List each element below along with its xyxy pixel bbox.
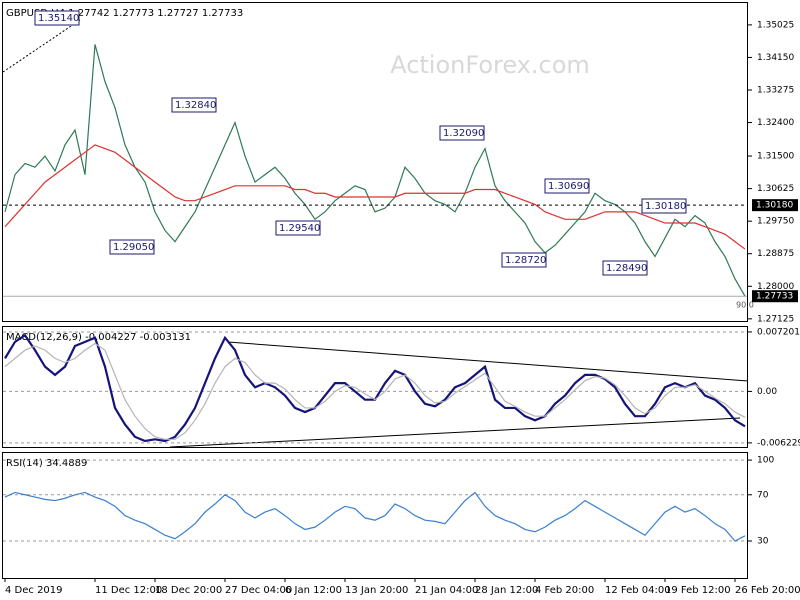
annotation-box (501, 252, 547, 268)
y-tick-label: 1.32400 (757, 118, 794, 128)
x-tick-label: 19 Feb 12:00 (665, 585, 731, 596)
y-tick-label: 1.28875 (757, 249, 794, 259)
annotation-box (34, 10, 80, 26)
annotation-box (544, 178, 590, 194)
macd-pane (2, 326, 748, 448)
x-tick-label: 4 Dec 2019 (5, 585, 63, 596)
series-line (4, 44, 746, 297)
level-box (752, 199, 798, 212)
annotation-label: 1.30180 (645, 201, 686, 212)
y-tick-label: 1.31500 (757, 152, 794, 162)
trend-line (2, 19, 81, 73)
annotation-label: 1.32090 (443, 128, 484, 139)
x-tick-label: 27 Dec 04:00 (225, 585, 292, 596)
y-tick-label: 1.35025 (757, 20, 794, 30)
annotation-label: 1.28720 (505, 255, 546, 266)
x-tick-label: 13 Jan 20:00 (345, 585, 408, 596)
x-tick-label: 21 Jan 04:00 (415, 585, 478, 596)
x-tick-label: 26 Feb 20:00 (735, 585, 800, 596)
level-label: 1.30180 (756, 201, 793, 211)
annotation-box (602, 260, 648, 276)
y-tick-label: 1.34150 (757, 53, 794, 63)
annotation-box (641, 198, 687, 214)
annotation-box (109, 239, 155, 255)
annotation-label: 1.29540 (279, 223, 320, 234)
x-tick-label: 11 Dec 12:00 (95, 585, 162, 596)
annotation-box (275, 220, 321, 236)
series-line (4, 491, 746, 542)
y-tick-label: 1.27125 (757, 314, 794, 324)
last-price-label: 1.27733 (756, 292, 793, 302)
y-tick-label: 30 (757, 537, 769, 547)
x-tick-label: 18 Dec 20:00 (155, 585, 222, 596)
y-tick-label: 1.28000 (757, 282, 794, 292)
y-tick-label: 0.007201 (757, 327, 800, 337)
y-tick-label: 1.30625 (757, 184, 794, 194)
annotation-label: 1.35140 (38, 13, 79, 24)
y-tick-label: 0.00 (757, 387, 777, 397)
pane-title: GBPUSD,H4 1.27742 1.27773 1.27727 1.2773… (6, 8, 243, 19)
y-tick-label: 70 (757, 490, 769, 500)
x-tick-label: 6 Jan 12:00 (285, 585, 342, 596)
annotation-label: 1.29050 (113, 242, 154, 253)
trend-line (227, 341, 749, 382)
last-price-box (752, 290, 798, 303)
y-tick-label: 1.29750 (757, 217, 794, 227)
rsi-pane (2, 452, 748, 579)
annotation-label: 1.30690 (548, 181, 589, 192)
x-tick-label: 12 Feb 04:00 (605, 585, 671, 596)
y-tick-label: -0.006229 (757, 438, 800, 448)
annotation-label: 90.0 (736, 301, 754, 310)
annotation-box (171, 97, 217, 113)
x-tick-label: 28 Jan 12:00 (475, 585, 538, 596)
series-line (4, 144, 746, 250)
series-line (4, 342, 746, 440)
pane-title: RSI(14) 34.4889 (6, 458, 87, 469)
watermark: ActionForex.com (390, 51, 590, 79)
y-tick-label: 100 (757, 456, 774, 466)
y-tick-label: 1.33275 (757, 86, 794, 96)
pane-title: MACD(12,26,9) -0.004227 -0.003131 (6, 332, 191, 343)
trend-line (169, 417, 741, 448)
annotation-label: 1.28490 (606, 263, 647, 274)
x-tick-label: 4 Feb 20:00 (535, 585, 594, 596)
annotation-box (439, 125, 485, 141)
annotation-label: 1.32840 (175, 100, 216, 111)
